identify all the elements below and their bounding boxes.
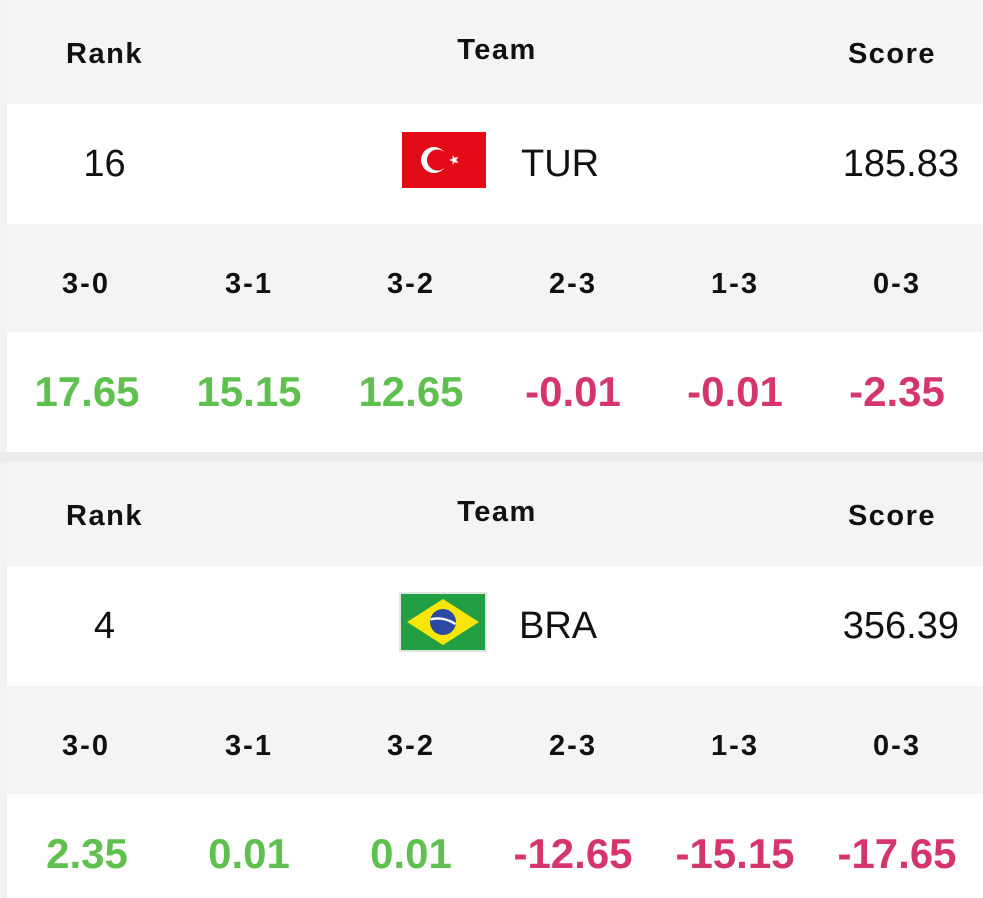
rank-header: Rank [66, 499, 143, 532]
score-header: Score [847, 37, 937, 70]
set-label-3-2: 3-2 [387, 729, 435, 762]
delta-3-0: 17.65 [34, 368, 140, 415]
team-card-tur: Rank Team Score 16 TUR 185.83 3-0 3-1 3-… [7, 0, 983, 452]
score-header: Score [847, 499, 937, 532]
set-labels-row: 3-0 3-1 3-2 2-3 1-3 0-3 [7, 224, 983, 332]
set-label-3-1: 3-1 [225, 729, 273, 762]
team-row: 16 TUR 185.83 [7, 104, 983, 224]
set-label-2-3: 2-3 [549, 729, 597, 762]
set-label-2-3: 2-3 [549, 267, 597, 300]
score-value: 356.39 [842, 604, 959, 647]
score-value: 185.83 [842, 142, 959, 185]
rank-value: 4 [93, 604, 116, 647]
set-label-3-1: 3-1 [225, 267, 273, 300]
rank-value: 16 [83, 142, 126, 185]
team-card-bra: Rank Team Score 4 BRA 356.39 3-0 3-1 3-2… [7, 462, 983, 898]
team-header: Team [457, 495, 537, 528]
delta-1-3: -15.15 [675, 830, 795, 877]
set-label-3-2: 3-2 [387, 267, 435, 300]
delta-3-1: 15.15 [196, 368, 302, 415]
team-code: TUR [521, 142, 600, 185]
set-labels-row: 3-0 3-1 3-2 2-3 1-3 0-3 [7, 686, 983, 794]
set-label-3-0: 3-0 [62, 729, 110, 762]
delta-3-2: 12.65 [358, 368, 464, 415]
card-separator [0, 452, 983, 462]
set-label-0-3: 0-3 [873, 729, 921, 762]
set-label-3-0: 3-0 [62, 267, 110, 300]
set-label-1-3: 1-3 [711, 267, 759, 300]
team-row: 4 BRA 356.39 [7, 566, 983, 686]
team-header: Team [457, 33, 537, 66]
header-row: Rank Team Score [7, 462, 983, 566]
delta-1-3: -0.01 [687, 368, 783, 415]
team-code: BRA [519, 604, 598, 647]
delta-3-0: 2.35 [46, 830, 128, 877]
delta-0-3: -2.35 [849, 368, 945, 415]
turkey-flag-icon [400, 130, 488, 190]
left-edge [0, 0, 7, 898]
delta-2-3: -0.01 [525, 368, 621, 415]
set-label-0-3: 0-3 [873, 267, 921, 300]
set-label-1-3: 1-3 [711, 729, 759, 762]
delta-3-1: 0.01 [208, 830, 290, 877]
set-values-row: 2.35 0.01 0.01 -12.65 -15.15 -17.65 [7, 794, 983, 898]
rank-header: Rank [66, 37, 143, 70]
header-row: Rank Team Score [7, 0, 983, 104]
set-values-row: 17.65 15.15 12.65 -0.01 -0.01 -2.35 [7, 332, 983, 452]
delta-0-3: -17.65 [837, 830, 957, 877]
brazil-flag-icon [399, 592, 487, 652]
delta-2-3: -12.65 [513, 830, 633, 877]
delta-3-2: 0.01 [370, 830, 452, 877]
